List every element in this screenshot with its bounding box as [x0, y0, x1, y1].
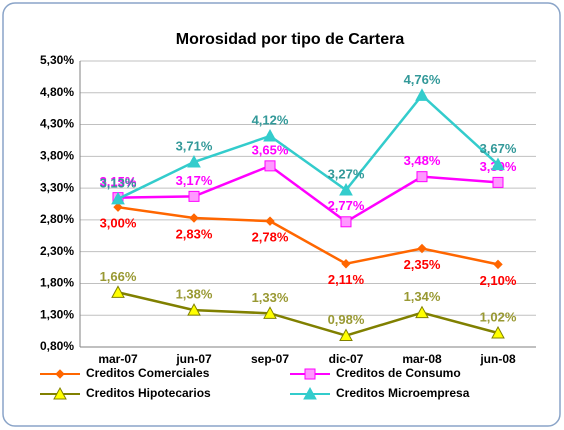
- data-label: 4,12%: [252, 112, 289, 127]
- data-point: [188, 190, 200, 202]
- y-tick-label: 5,30%: [40, 53, 74, 67]
- y-tick-label: 4,80%: [40, 85, 74, 99]
- data-point: [265, 216, 275, 226]
- data-label: 3,65%: [252, 142, 289, 157]
- series-line: [117, 291, 499, 337]
- y-tick-label: 1,80%: [40, 276, 74, 290]
- series-line: [117, 164, 499, 224]
- data-point: [113, 202, 123, 212]
- data-label: 0,98%: [328, 312, 365, 327]
- data-label: 2,78%: [252, 230, 289, 245]
- data-label: 3,27%: [328, 166, 365, 181]
- data-label: 1,02%: [480, 309, 517, 324]
- legend-marker: [304, 368, 316, 380]
- data-point: [416, 171, 428, 183]
- data-point: [111, 191, 125, 205]
- data-label: 3,71%: [176, 138, 213, 153]
- data-point: [263, 306, 277, 319]
- data-label: 2,11%: [328, 272, 365, 287]
- x-tick-label: mar-07: [98, 352, 138, 366]
- y-tick-label: 3,80%: [40, 149, 74, 163]
- y-tick-label: 0,80%: [40, 339, 74, 353]
- y-tick-label: 2,80%: [40, 212, 74, 226]
- y-tick-label: 3,30%: [40, 180, 74, 194]
- data-point: [492, 176, 504, 188]
- x-tick-label: sep-07: [251, 352, 289, 366]
- legend-marker: [55, 369, 65, 379]
- legend-label: Creditos Comerciales: [86, 366, 210, 380]
- x-tick-label: jun-07: [175, 352, 212, 366]
- legend-marker: [303, 386, 317, 400]
- data-point: [111, 285, 125, 298]
- data-label: 3,00%: [100, 216, 137, 231]
- data-point: [339, 182, 353, 196]
- data-point: [341, 259, 351, 269]
- x-tick-label: dic-07: [329, 352, 364, 366]
- y-tick-label: 1,30%: [40, 307, 74, 321]
- data-point: [187, 303, 201, 316]
- legend-label: Creditos Microempresa: [336, 386, 470, 400]
- data-point: [339, 328, 353, 342]
- data-point: [189, 213, 199, 223]
- data-label: 1,34%: [404, 289, 441, 304]
- x-tick-label: jun-08: [479, 352, 516, 366]
- data-label: 3,67%: [480, 141, 517, 156]
- data-label: 1,33%: [252, 290, 289, 305]
- data-point: [187, 155, 201, 168]
- series-line: [117, 205, 499, 266]
- data-label: 1,38%: [176, 287, 213, 302]
- data-label: 2,35%: [404, 257, 441, 272]
- data-point: [417, 243, 427, 254]
- data-label: 3,15%: [100, 174, 137, 189]
- legend-label: Creditos Hipotecarios: [86, 386, 211, 400]
- data-point: [264, 160, 276, 172]
- data-label: 3,17%: [176, 173, 213, 188]
- legend-marker: [53, 386, 67, 400]
- x-tick-label: mar-08: [402, 352, 442, 366]
- y-tick-label: 4,30%: [40, 117, 74, 131]
- chart-title: Morosidad por tipo de Cartera: [176, 31, 405, 48]
- data-label: 3,13%: [100, 175, 137, 190]
- data-point: [493, 259, 503, 270]
- series-line: [117, 93, 499, 201]
- data-label: 4,76%: [404, 72, 441, 87]
- data-point: [491, 157, 505, 171]
- data-point: [491, 325, 505, 339]
- y-tick-label: 2,30%: [40, 244, 74, 258]
- chart-frame: [2, 2, 561, 427]
- data-point: [415, 305, 429, 319]
- data-point: [415, 88, 429, 101]
- data-label: 3,48%: [404, 153, 441, 168]
- data-label: 1,66%: [100, 269, 137, 284]
- data-label: 2,10%: [480, 273, 517, 288]
- data-point: [340, 216, 352, 228]
- legend-label: Creditos de Consumo: [336, 366, 461, 380]
- data-label: 2,83%: [176, 226, 213, 241]
- data-point: [263, 128, 277, 142]
- data-label: 2,77%: [328, 198, 365, 213]
